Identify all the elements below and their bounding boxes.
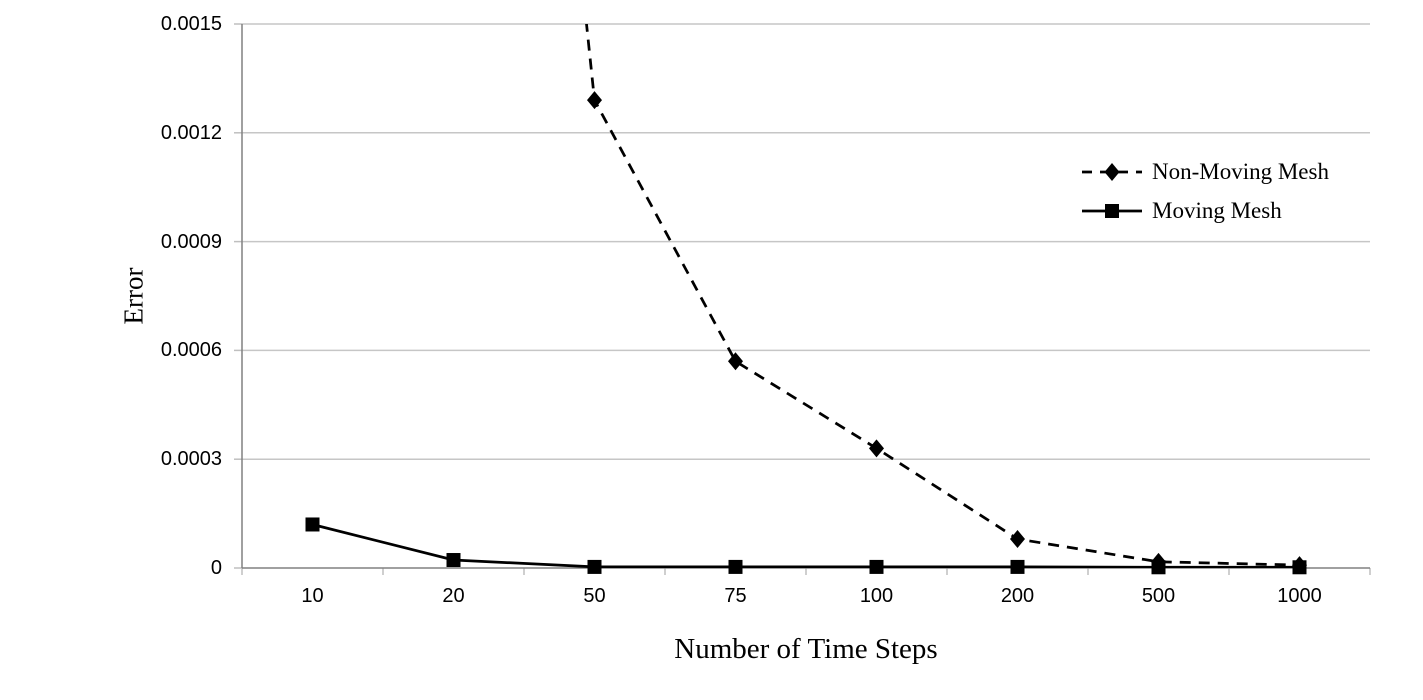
legend-label: Moving Mesh: [1152, 198, 1282, 223]
marker-diamond-non-moving-mesh: [587, 91, 602, 110]
x-tick-label: 10: [301, 585, 324, 607]
legend-item: Non-Moving Mesh: [1082, 157, 1329, 187]
marker-diamond-non-moving-mesh: [728, 352, 743, 371]
marker-square-moving-mesh: [587, 559, 602, 574]
x-tick-label: 1000: [1277, 585, 1322, 607]
legend-label: Non-Moving Mesh: [1152, 159, 1329, 184]
marker-square-moving-mesh: [728, 559, 743, 574]
marker-diamond-non-moving-mesh: [1010, 529, 1025, 548]
marker-square-moving-mesh: [1151, 560, 1166, 575]
x-tick-label: 200: [1000, 585, 1035, 607]
marker-square-moving-mesh: [446, 553, 461, 568]
x-axis-title: Number of Time Steps: [674, 633, 938, 665]
marker-diamond-non-moving-mesh: [869, 439, 884, 458]
series-line-non-moving-mesh: [585, 24, 1300, 567]
y-tick-label: 0.0009: [160, 230, 222, 253]
x-tick-label: 20: [442, 585, 465, 607]
marker-square-moving-mesh: [869, 559, 884, 574]
marker-square-moving-mesh: [1010, 559, 1025, 574]
legend-swatch-square-icon: [1082, 204, 1142, 218]
y-tick-label: 0.0015: [160, 13, 222, 35]
x-tick-label: 100: [859, 585, 894, 607]
legend-marker-square-icon: [1105, 204, 1119, 218]
legend-swatch-diamond-icon: [1082, 163, 1142, 181]
marker-square-moving-mesh: [1292, 560, 1307, 575]
x-tick-label: 50: [583, 585, 606, 607]
series-line-moving-mesh: [312, 523, 1300, 568]
marker-square-moving-mesh: [305, 517, 320, 532]
y-tick-label: 0: [210, 557, 222, 579]
legend-item: Moving Mesh: [1082, 196, 1329, 226]
legend: Non-Moving Mesh Moving Mesh: [1082, 157, 1329, 235]
x-tick-label: 75: [724, 585, 747, 607]
legend-marker-diamond-icon: [1104, 163, 1120, 181]
y-tick-label: 0.0012: [160, 121, 222, 144]
y-axis-title: Error: [118, 267, 149, 325]
x-tick-label: 500: [1141, 585, 1176, 607]
y-tick-label: 0.0006: [160, 339, 222, 362]
y-tick-label: 0.0003: [160, 448, 222, 471]
